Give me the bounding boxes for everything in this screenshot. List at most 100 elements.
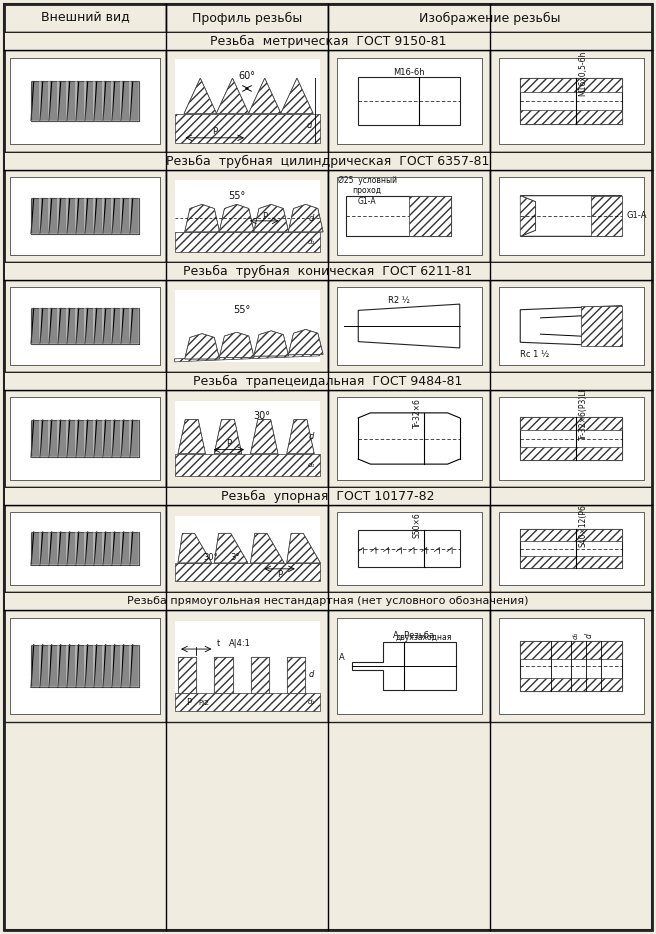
Bar (103, 308, 112, 344)
Text: P: P (277, 571, 282, 579)
Bar (49, 81, 58, 120)
Polygon shape (215, 657, 232, 693)
Bar (337, 512, 482, 586)
Bar (4, 610, 166, 722)
Bar (130, 644, 139, 687)
Bar (409, 196, 451, 235)
Text: Резьба  трапецеидальная  ГОСТ 9484-81: Резьба трапецеидальная ГОСТ 9484-81 (194, 375, 462, 388)
Bar (121, 644, 130, 687)
Bar (58, 644, 67, 687)
Bar (31, 308, 139, 344)
Bar (520, 417, 622, 430)
Bar (4, 262, 652, 280)
Bar (4, 280, 166, 372)
Bar (337, 618, 482, 714)
Bar (94, 81, 103, 120)
Bar (10, 512, 160, 586)
Bar (499, 287, 644, 365)
Bar (130, 81, 139, 120)
Text: S50×6: S50×6 (413, 512, 422, 538)
Bar (166, 4, 328, 32)
Bar (499, 58, 644, 145)
Bar (40, 644, 49, 687)
Text: Резьба  трубная  цилиндрическая  ГОСТ 6357-81: Резьба трубная цилиндрическая ГОСТ 6357-… (167, 154, 489, 167)
Bar (337, 287, 482, 365)
Text: d₁: d₁ (308, 239, 315, 245)
Bar (520, 530, 622, 541)
Text: Внешний вид: Внешний вид (41, 11, 129, 24)
Bar (31, 644, 40, 687)
Text: 3°: 3° (231, 553, 240, 562)
Bar (4, 50, 166, 152)
Bar (49, 531, 58, 565)
Polygon shape (219, 205, 254, 232)
Bar (490, 610, 652, 722)
Bar (94, 531, 103, 565)
Text: P/2: P/2 (198, 700, 209, 706)
Polygon shape (289, 330, 323, 355)
Text: Резьба прямоугольная нестандартная (нет условного обозначения): Резьба прямоугольная нестандартная (нет … (127, 596, 529, 606)
Polygon shape (289, 330, 323, 355)
Bar (499, 512, 644, 586)
Bar (40, 420, 49, 457)
Bar (94, 308, 103, 344)
Bar (49, 644, 58, 687)
Polygon shape (178, 657, 196, 693)
Text: d₁: d₁ (308, 699, 315, 705)
Text: Резьба  метрическая  ГОСТ 9150-81: Резьба метрическая ГОСТ 9150-81 (210, 35, 446, 48)
Polygon shape (287, 419, 314, 454)
Polygon shape (185, 205, 219, 232)
Bar (5, 152, 651, 169)
Bar (499, 512, 644, 586)
Bar (4, 152, 652, 170)
Polygon shape (215, 419, 241, 454)
Polygon shape (358, 304, 460, 347)
Text: P: P (186, 699, 192, 707)
Bar (112, 198, 121, 234)
Bar (499, 177, 644, 255)
Bar (499, 397, 644, 480)
Text: Профиль резьбы: Профиль резьбы (192, 11, 302, 24)
Bar (10, 397, 160, 480)
Bar (121, 308, 130, 344)
Bar (10, 177, 160, 255)
Bar (337, 177, 482, 255)
Bar (76, 420, 85, 457)
Bar (130, 531, 139, 565)
Bar (121, 198, 130, 234)
Bar (358, 78, 460, 125)
Polygon shape (520, 305, 622, 347)
Text: 30°: 30° (203, 553, 218, 562)
Bar (5, 262, 651, 279)
Bar (10, 177, 160, 255)
Bar (85, 420, 94, 457)
Text: Резьба  трапецеидальная  ГОСТ 9484-81: Резьба трапецеидальная ГОСТ 9484-81 (194, 375, 462, 388)
Bar (103, 198, 112, 234)
Bar (112, 644, 121, 687)
Bar (10, 58, 160, 145)
Bar (10, 618, 160, 714)
Text: Резьба  трубная  цилиндрическая  ГОСТ 6357-81: Резьба трубная цилиндрическая ГОСТ 6357-… (167, 154, 489, 167)
Bar (67, 531, 76, 565)
Bar (121, 81, 130, 120)
Bar (358, 530, 460, 567)
Text: A  Резьба: A Резьба (394, 630, 434, 640)
Bar (4, 505, 166, 592)
Text: d: d (307, 120, 312, 130)
Bar (4, 390, 166, 487)
Bar (346, 196, 451, 235)
Text: Резьба  метрическая  ГОСТ 9150-81: Резьба метрическая ГОСТ 9150-81 (210, 35, 446, 48)
Bar (174, 454, 319, 476)
Bar (94, 420, 103, 457)
Polygon shape (185, 205, 219, 232)
Polygon shape (289, 205, 323, 232)
Text: A|4:1: A|4:1 (229, 639, 251, 647)
Polygon shape (178, 419, 205, 454)
Bar (174, 232, 319, 252)
Text: G1-А: G1-А (626, 211, 647, 220)
Bar (328, 280, 490, 372)
Text: d₁: d₁ (308, 462, 315, 468)
Bar (520, 530, 622, 568)
Text: Изображение резьбы: Изображение резьбы (419, 11, 561, 24)
Bar (4, 592, 652, 610)
